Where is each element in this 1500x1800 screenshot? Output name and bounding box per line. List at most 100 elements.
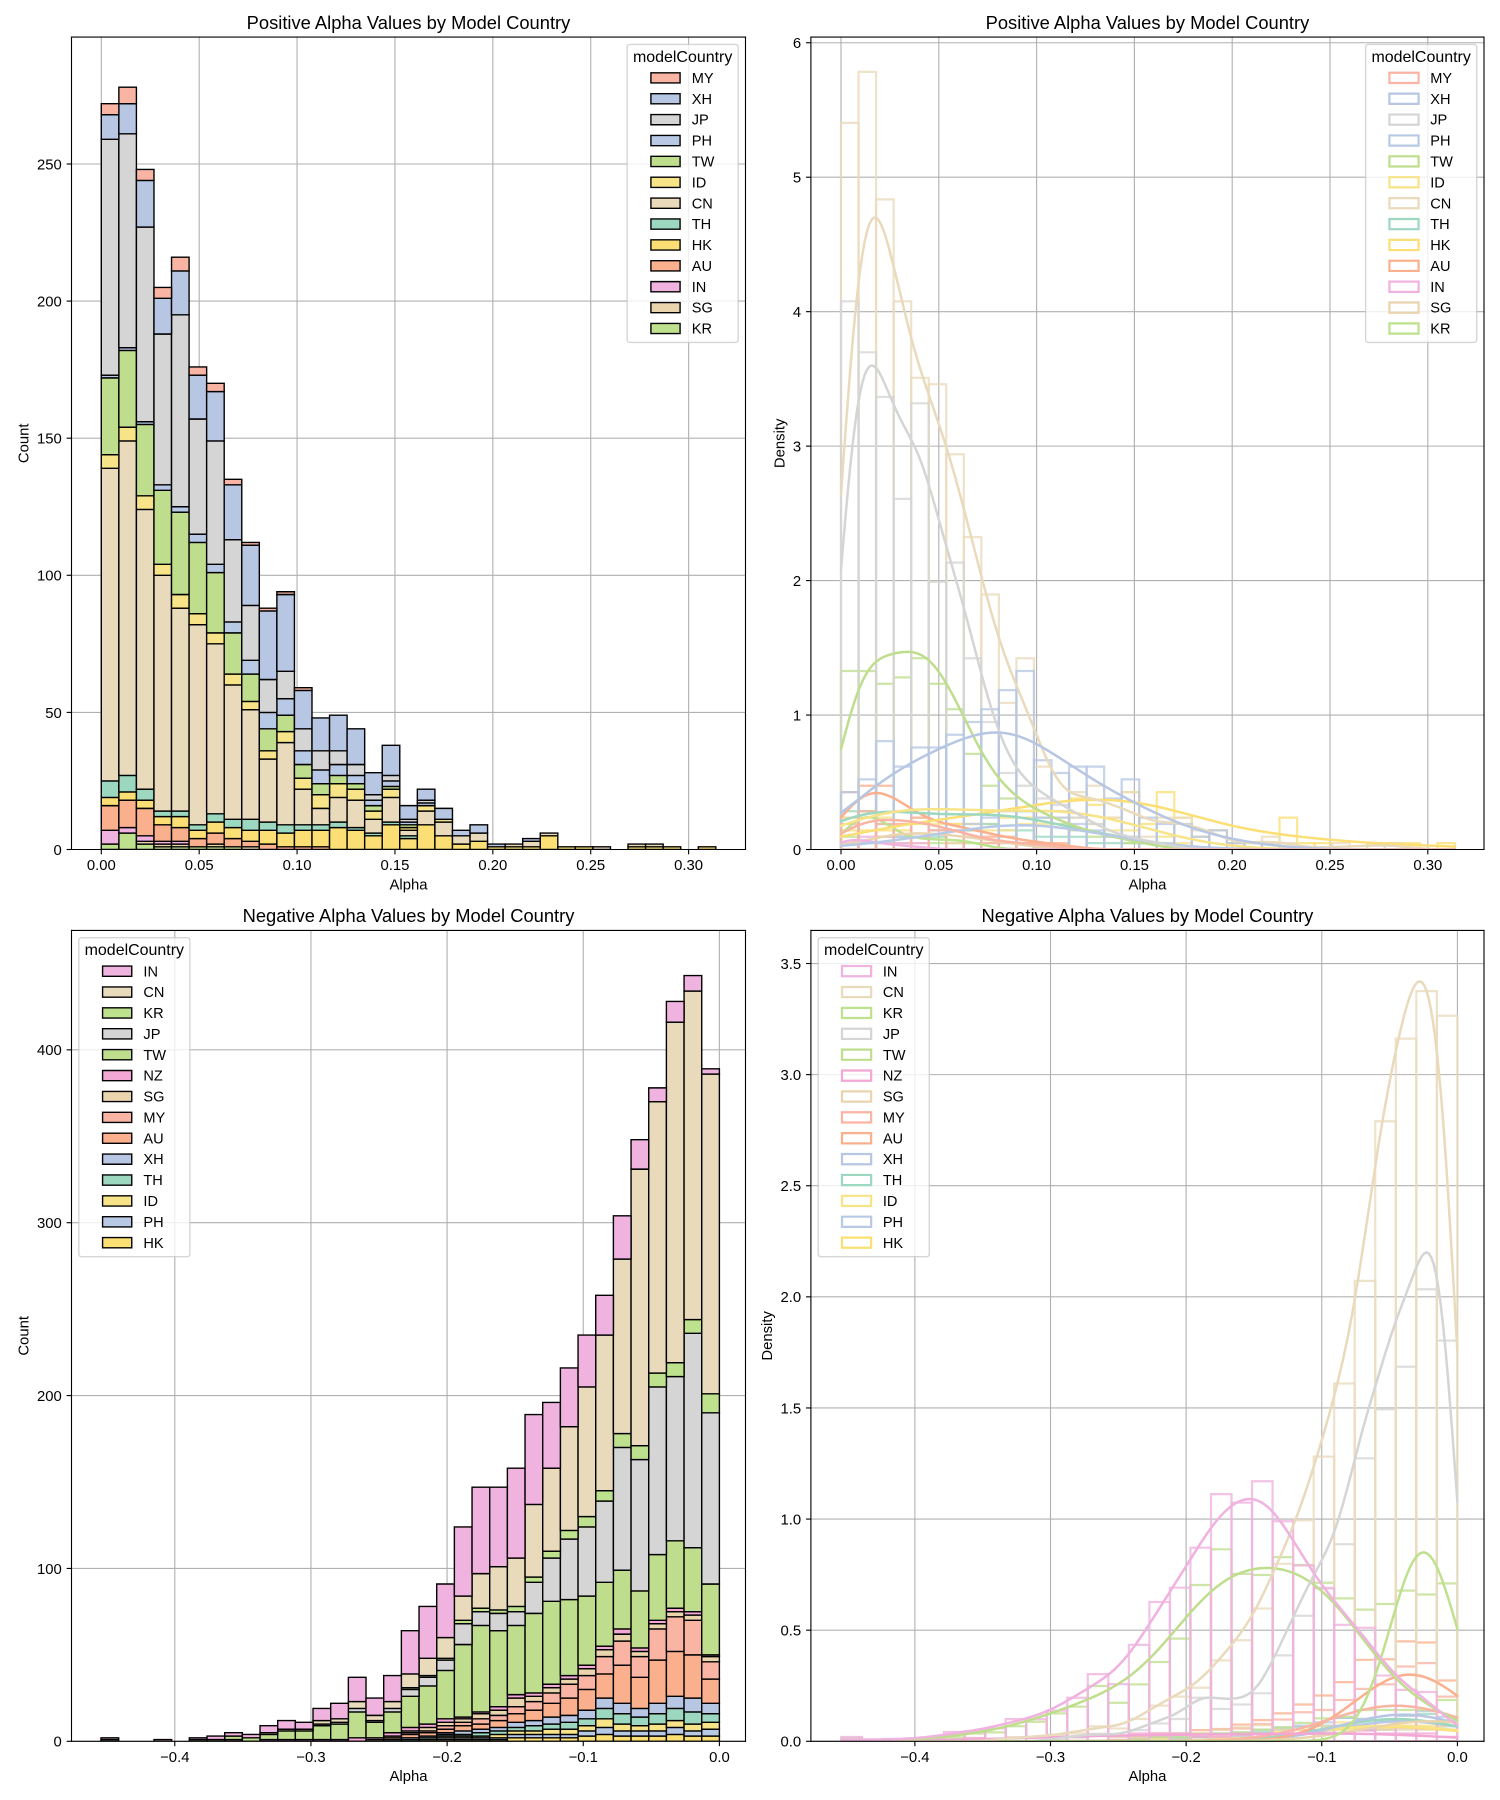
svg-text:200: 200 (37, 1389, 62, 1405)
svg-text:3.5: 3.5 (781, 957, 802, 973)
svg-text:SG: SG (692, 301, 713, 317)
svg-text:0.10: 0.10 (1022, 858, 1051, 874)
svg-text:0: 0 (793, 843, 801, 859)
svg-text:AU: AU (1430, 259, 1450, 275)
svg-text:ID: ID (1430, 175, 1445, 191)
svg-text:−0.4: −0.4 (900, 1750, 929, 1766)
svg-text:0.0: 0.0 (709, 1750, 730, 1766)
svg-text:1.5: 1.5 (781, 1401, 802, 1417)
svg-text:−0.1: −0.1 (1307, 1750, 1336, 1766)
svg-text:0.15: 0.15 (380, 858, 409, 874)
svg-text:TH: TH (692, 217, 711, 233)
svg-text:MY: MY (883, 1110, 905, 1126)
svg-text:MY: MY (143, 1110, 165, 1126)
svg-text:TW: TW (692, 155, 715, 171)
svg-text:XH: XH (692, 92, 712, 108)
svg-text:XH: XH (1430, 92, 1450, 108)
svg-text:Alpha: Alpha (389, 877, 428, 893)
svg-text:0.25: 0.25 (1316, 858, 1345, 874)
svg-text:CN: CN (1430, 196, 1451, 212)
svg-text:IN: IN (1430, 280, 1445, 296)
svg-text:150: 150 (37, 432, 62, 448)
svg-text:4: 4 (793, 305, 801, 321)
svg-text:CN: CN (692, 196, 713, 212)
svg-text:Density: Density (772, 418, 788, 468)
svg-text:JP: JP (1430, 113, 1447, 129)
svg-text:Density: Density (760, 1311, 776, 1361)
svg-text:SG: SG (143, 1090, 164, 1106)
svg-text:XH: XH (883, 1152, 903, 1168)
svg-text:0: 0 (54, 1735, 62, 1751)
svg-text:0.5: 0.5 (781, 1624, 802, 1640)
svg-text:HK: HK (1430, 238, 1451, 254)
svg-text:JP: JP (692, 113, 709, 129)
svg-text:ID: ID (692, 175, 707, 191)
svg-text:0.00: 0.00 (87, 858, 116, 874)
svg-text:JP: JP (883, 1027, 900, 1043)
svg-text:HK: HK (883, 1236, 904, 1252)
svg-text:SG: SG (883, 1090, 904, 1106)
svg-text:0.10: 0.10 (283, 858, 312, 874)
svg-text:−0.1: −0.1 (569, 1750, 598, 1766)
svg-text:2.0: 2.0 (781, 1290, 802, 1306)
svg-text:0: 0 (54, 843, 62, 859)
svg-text:3.0: 3.0 (781, 1068, 802, 1084)
svg-text:ID: ID (883, 1194, 898, 1210)
svg-text:TH: TH (1430, 217, 1449, 233)
svg-text:6: 6 (793, 36, 801, 52)
svg-text:Count: Count (16, 1315, 32, 1356)
svg-text:1.0: 1.0 (781, 1512, 802, 1528)
svg-text:100: 100 (37, 569, 62, 585)
svg-text:100: 100 (37, 1562, 62, 1578)
svg-text:TH: TH (143, 1173, 162, 1189)
svg-text:−0.3: −0.3 (1036, 1750, 1065, 1766)
svg-text:HK: HK (143, 1236, 164, 1252)
svg-text:200: 200 (37, 294, 62, 310)
svg-text:AU: AU (883, 1131, 903, 1147)
svg-text:IN: IN (692, 280, 707, 296)
svg-text:Negative Alpha Values by Model: Negative Alpha Values by Model Country (243, 905, 576, 926)
svg-text:Alpha: Alpha (1128, 877, 1167, 893)
svg-text:Positive Alpha Values by Model: Positive Alpha Values by Model Country (986, 12, 1310, 33)
svg-text:0.30: 0.30 (1413, 858, 1442, 874)
svg-text:5: 5 (793, 171, 801, 187)
svg-text:KR: KR (1430, 322, 1450, 338)
svg-text:0.25: 0.25 (576, 858, 605, 874)
svg-text:−0.3: −0.3 (296, 1750, 325, 1766)
svg-text:KR: KR (692, 322, 712, 338)
svg-text:0.30: 0.30 (674, 858, 703, 874)
svg-text:TW: TW (143, 1048, 166, 1064)
svg-text:PH: PH (143, 1215, 163, 1231)
svg-text:TH: TH (883, 1173, 902, 1189)
svg-text:CN: CN (143, 985, 164, 1001)
svg-text:300: 300 (37, 1216, 62, 1232)
svg-text:MY: MY (692, 71, 714, 87)
svg-text:MY: MY (1430, 71, 1452, 87)
svg-text:SG: SG (1430, 301, 1451, 317)
svg-text:400: 400 (37, 1043, 62, 1059)
svg-text:modelCountry: modelCountry (1371, 49, 1470, 66)
svg-text:modelCountry: modelCountry (633, 49, 732, 66)
svg-text:Alpha: Alpha (1128, 1769, 1167, 1785)
svg-text:AU: AU (143, 1131, 163, 1147)
svg-text:TW: TW (1430, 155, 1453, 171)
svg-text:AU: AU (692, 259, 712, 275)
svg-text:PH: PH (1430, 134, 1450, 150)
svg-text:Alpha: Alpha (389, 1769, 428, 1785)
svg-text:0.00: 0.00 (827, 858, 856, 874)
svg-text:1: 1 (793, 708, 801, 724)
svg-text:0.20: 0.20 (478, 858, 507, 874)
svg-text:IN: IN (883, 964, 898, 980)
svg-text:modelCountry: modelCountry (824, 942, 923, 959)
svg-text:PH: PH (692, 134, 712, 150)
svg-text:KR: KR (883, 1006, 903, 1022)
svg-text:JP: JP (143, 1027, 160, 1043)
svg-text:XH: XH (143, 1152, 163, 1168)
svg-text:−0.2: −0.2 (1171, 1750, 1200, 1766)
svg-text:CN: CN (883, 985, 904, 1001)
svg-text:−0.2: −0.2 (432, 1750, 461, 1766)
svg-text:2.5: 2.5 (781, 1179, 802, 1195)
svg-text:−0.4: −0.4 (160, 1750, 189, 1766)
svg-text:PH: PH (883, 1215, 903, 1231)
svg-text:Positive Alpha Values by Model: Positive Alpha Values by Model Country (247, 12, 571, 33)
